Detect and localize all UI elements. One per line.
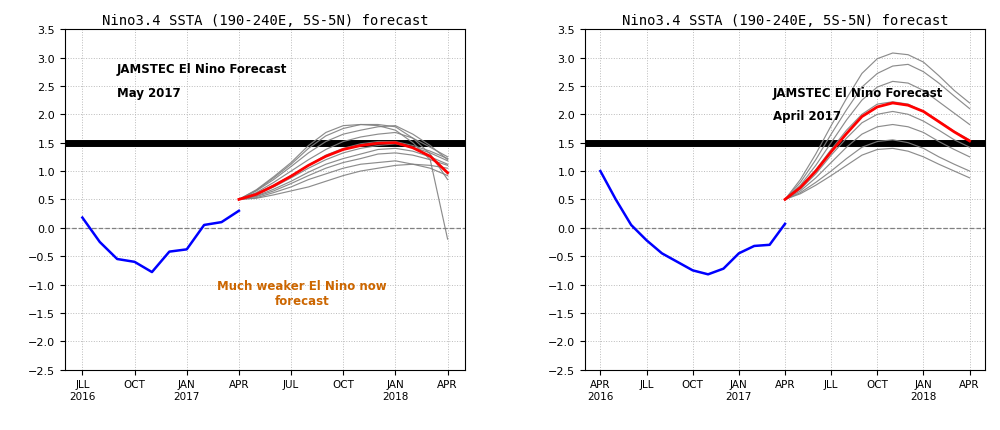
Text: JAMSTEC El Nino Forecast: JAMSTEC El Nino Forecast <box>773 87 943 100</box>
Text: May 2017: May 2017 <box>117 87 181 100</box>
Title: Nino3.4 SSTA (190-240E, 5S-5N) forecast: Nino3.4 SSTA (190-240E, 5S-5N) forecast <box>102 14 428 28</box>
Text: JAMSTEC El Nino Forecast: JAMSTEC El Nino Forecast <box>117 63 287 76</box>
Text: Much weaker El Nino now
forecast: Much weaker El Nino now forecast <box>217 280 387 308</box>
Title: Nino3.4 SSTA (190-240E, 5S-5N) forecast: Nino3.4 SSTA (190-240E, 5S-5N) forecast <box>622 14 948 28</box>
Text: April 2017: April 2017 <box>773 110 841 123</box>
